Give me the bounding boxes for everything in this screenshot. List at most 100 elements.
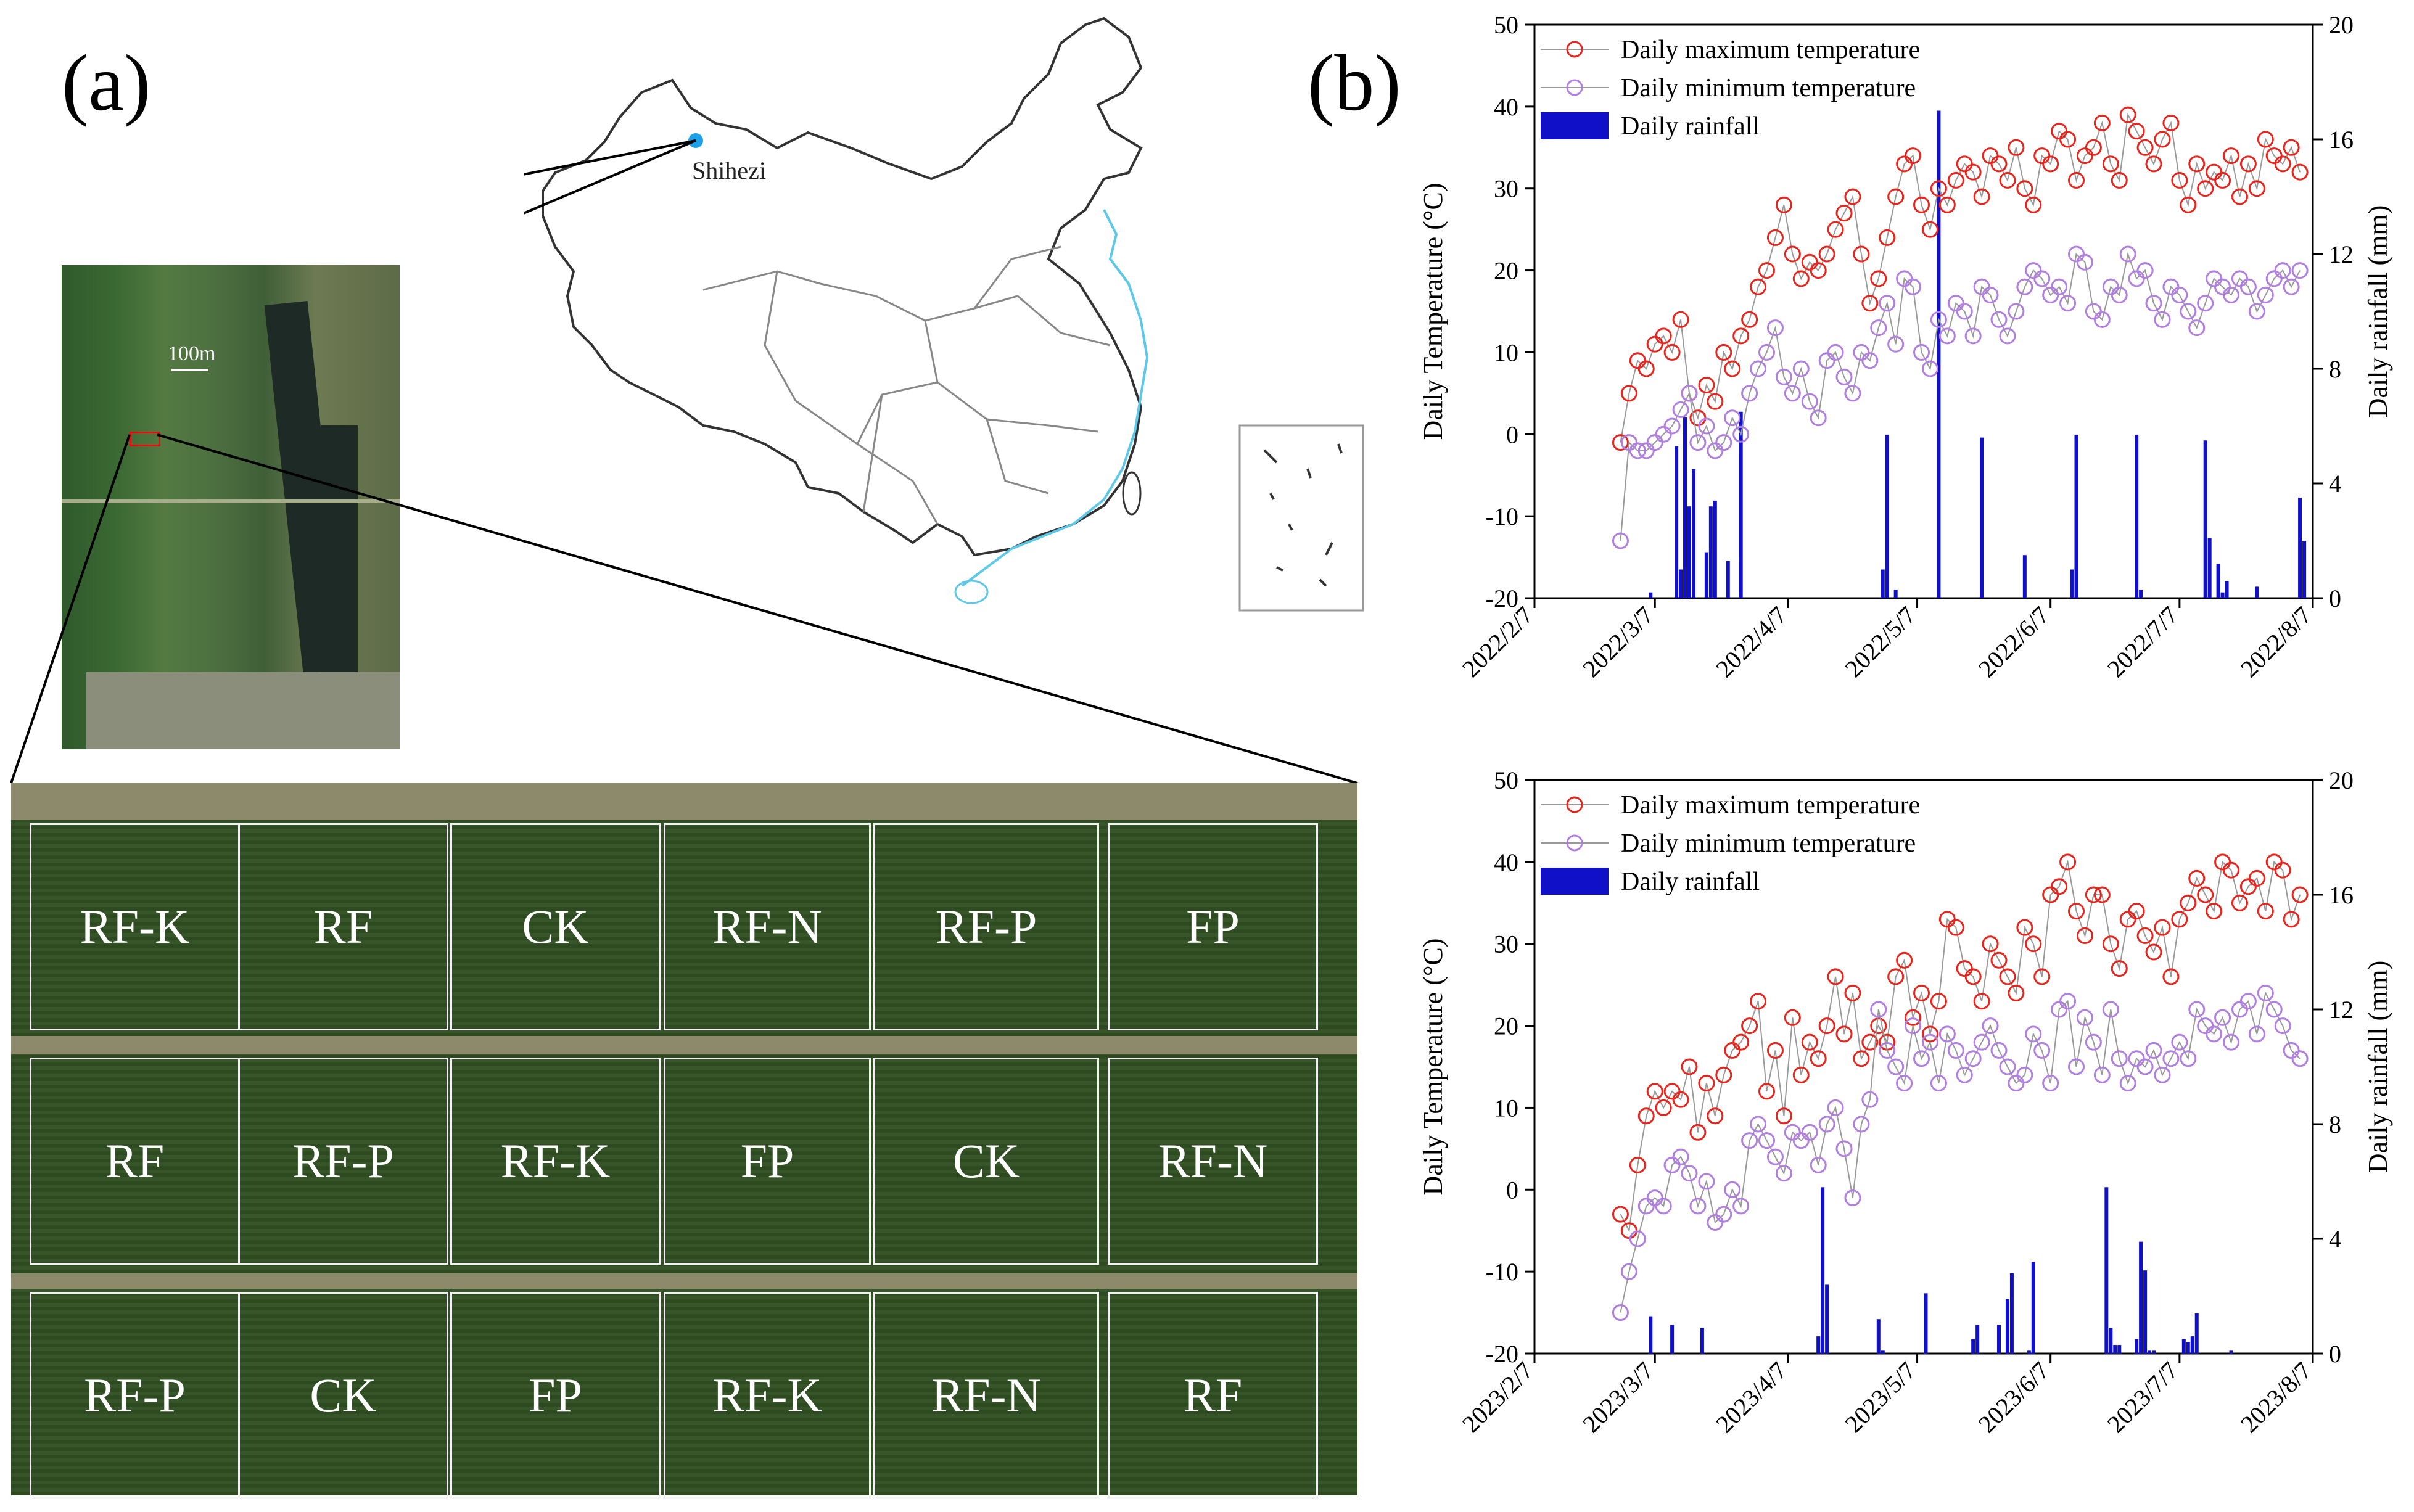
y-right-tick-label: 8 [2329, 1111, 2341, 1138]
y-right-tick-label: 20 [2329, 11, 2354, 39]
tmin-point [1938, 327, 1956, 345]
tmax-point [2016, 919, 2033, 936]
tmin-point [2042, 1075, 2059, 1092]
tmax-point [1672, 1091, 1689, 1108]
tmax-point [1758, 262, 1776, 279]
south-china-sea-inset [1238, 424, 1364, 612]
legend-label: Daily rainfall [1621, 868, 1760, 896]
y-tick-label: -10 [1486, 503, 1518, 530]
tmax-point [2051, 878, 2068, 895]
tmax-point [1835, 1025, 1853, 1043]
tmin-point [1973, 1033, 1990, 1051]
y-tick-label: 20 [1494, 1013, 1518, 1040]
tmax-point [1947, 919, 1964, 936]
rainfall-bar [2255, 586, 2259, 598]
tmax-point [2025, 196, 2042, 213]
tmax-point [1921, 221, 1938, 238]
rainfall-bar [2216, 564, 2220, 598]
tmax-point [2274, 861, 2291, 879]
y-tick-label: -10 [1486, 1258, 1518, 1286]
rainfall-bar [2148, 1350, 2152, 1354]
tmin-point [2145, 1042, 2162, 1059]
tmax-point [1938, 196, 1956, 213]
tmax-point [1646, 1083, 1663, 1100]
tmin-point [2059, 993, 2077, 1010]
tmin-point [1905, 1017, 1922, 1035]
tmin-point [1741, 1132, 1758, 1149]
tmax-point [1784, 245, 1801, 263]
y-tick-label: 20 [1494, 257, 1518, 285]
tmin-point [1964, 1050, 1982, 1067]
tmin-point [2188, 1001, 2206, 1018]
plot-rf-n: RF-N [664, 823, 871, 1030]
tmax-point [1947, 171, 1964, 189]
tmin-point [1715, 434, 1732, 451]
tmax-point [1775, 1107, 1792, 1125]
legend-marker [1566, 41, 1583, 58]
plot-ck: CK [238, 1292, 448, 1499]
tmax-point [2180, 894, 2197, 911]
tmax-point [2102, 155, 2119, 173]
tmin-point [2008, 303, 2025, 320]
tmax-point [2025, 935, 2042, 953]
tmin-point [1698, 1173, 1715, 1190]
tmax-point [1853, 1050, 1870, 1067]
y-tick-label: 40 [1494, 93, 1518, 121]
rainfall-bar [1816, 1336, 1821, 1354]
tmax-point [1741, 1017, 1758, 1035]
tmax-point [2059, 853, 2077, 871]
y-tick-label: 50 [1494, 766, 1518, 794]
tmin-point [2223, 286, 2240, 303]
tmin-point [1999, 1058, 2016, 1075]
tmin-point [2274, 1017, 2291, 1035]
rainfall-bar [2302, 541, 2307, 598]
tmin-point [2239, 993, 2257, 1010]
province-borders [702, 245, 1111, 525]
tmax-point [1810, 1050, 1827, 1067]
tmax-point [2111, 960, 2128, 977]
tmax-point [1775, 196, 1792, 213]
legend-label: Daily minimum temperature [1621, 74, 1916, 102]
plot-rf: RF [1108, 1292, 1318, 1499]
tmin-point [1818, 1116, 1835, 1133]
tmax-point [1715, 343, 1732, 361]
x-tick-label: 2023/7/7 [2102, 1357, 2183, 1438]
tmin-point [1758, 343, 1776, 361]
y-tick-label: 30 [1494, 931, 1518, 958]
rainfall-bar [2181, 1339, 2186, 1354]
x-tick-label: 2023/3/7 [1577, 1357, 1658, 1438]
tmax-point [1827, 221, 1844, 238]
tmax-line [1620, 112, 2301, 443]
tmax-point [1637, 360, 1655, 377]
rainfall-bar [1739, 411, 1743, 598]
tmin-point [2085, 1033, 2102, 1051]
tmax-point [2248, 180, 2265, 197]
rainfall-bar [1881, 1350, 1885, 1354]
plot-ck: CK [450, 823, 661, 1030]
tmax-point [1801, 1033, 1818, 1051]
study-site-box [130, 432, 160, 446]
tmin-point [2068, 1058, 2085, 1075]
tmax-point [1750, 278, 1767, 295]
tmax-point [1905, 147, 1922, 165]
tmin-point [2154, 1066, 2171, 1083]
tmin-point [2162, 1050, 2180, 1067]
tmin-point [1612, 1304, 1629, 1321]
rainfall-bar [2220, 592, 2225, 598]
rainfall-bar [2022, 555, 2027, 598]
tmin-point [2051, 278, 2068, 295]
tmin-point [1612, 532, 1629, 549]
legend-label: Daily rainfall [1621, 112, 1760, 141]
tmin-point [2283, 278, 2300, 295]
tmax-line [1620, 859, 2301, 1233]
x-tick-label: 2023/6/7 [1973, 1357, 2054, 1438]
plot-rf-n: RF-N [1108, 1058, 1318, 1265]
tmax-point [2197, 180, 2214, 197]
y-tick-label: -20 [1486, 1340, 1518, 1368]
legend-swatch [1541, 112, 1609, 139]
tmax-point [1870, 1017, 1887, 1035]
tmin-point [1947, 1042, 1964, 1059]
tmin-point [1766, 319, 1784, 337]
tmax-point [1861, 295, 1879, 312]
